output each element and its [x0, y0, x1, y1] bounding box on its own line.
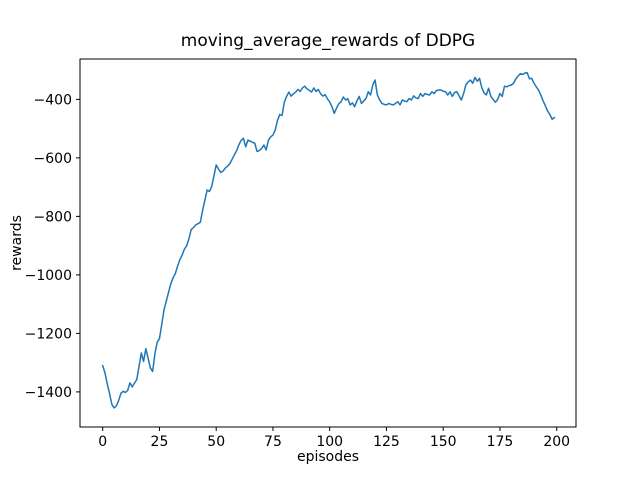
x-tick-label: 200 [543, 434, 570, 450]
x-tick-label: 75 [264, 434, 282, 450]
x-tick-label: 100 [316, 434, 343, 450]
y-tick-label: −1000 [25, 268, 72, 284]
y-tick-label: −400 [34, 92, 72, 108]
chart-title: moving_average_rewards of DDPG [180, 31, 476, 51]
x-tick-label: 25 [151, 434, 169, 450]
y-tick-label: −800 [34, 209, 72, 225]
x-tick-label: 125 [373, 434, 400, 450]
y-tick-label: −1400 [25, 385, 72, 401]
plot-border [79, 58, 577, 428]
x-tick-label: 150 [430, 434, 457, 450]
x-tick-label: 50 [207, 434, 225, 450]
x-tick-label: 175 [487, 434, 514, 450]
x-axis-label: episodes [296, 449, 360, 465]
y-tick-label: −1200 [25, 326, 72, 342]
y-axis-label: rewards [9, 215, 25, 271]
x-tick-label: 0 [98, 434, 107, 450]
series-line [101, 72, 556, 409]
y-tick-label: −600 [34, 151, 72, 167]
